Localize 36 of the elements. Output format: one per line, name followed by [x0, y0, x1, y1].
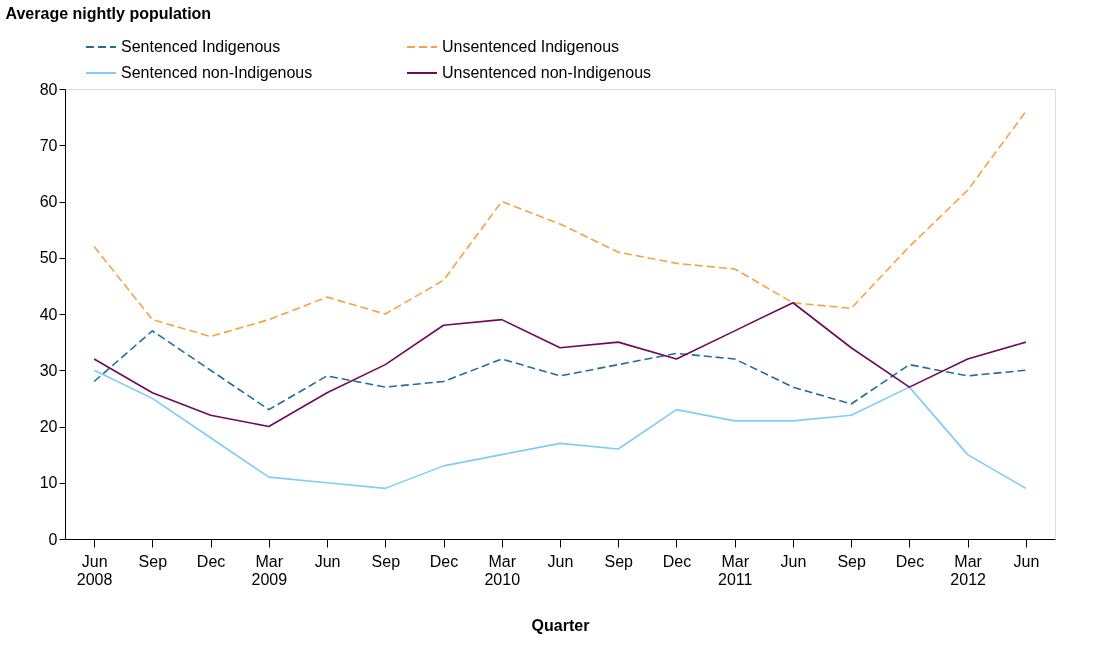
x-tick-label: Jun: [780, 552, 807, 570]
line-series: [93, 110, 1027, 338]
y-tick-label: 40: [39, 305, 58, 323]
x-tick-label: Jun 2008: [76, 552, 113, 588]
y-tick-label: 30: [39, 361, 58, 379]
x-tick-label: Mar 2009: [251, 552, 288, 588]
x-tick-label: Jun: [314, 552, 341, 570]
y-tick-label: 20: [39, 418, 58, 435]
line-series: [93, 330, 1027, 411]
x-tick-label: Sep: [604, 552, 634, 570]
x-axis-title: Quarter: [531, 616, 590, 634]
y-tick-label: 80: [39, 80, 58, 98]
legend-label: Unsentenced non-Indigenous: [442, 64, 652, 81]
y-tick-label: 60: [39, 193, 58, 210]
legend-label: Sentenced non-Indigenous: [121, 64, 313, 81]
x-tick-label: Mar 2010: [484, 552, 521, 588]
x-tick-label: Sep: [138, 552, 168, 570]
x-tick-label: Dec: [429, 552, 459, 570]
x-tick-label: Jun: [547, 552, 574, 570]
legend-label: Unsentenced Indigenous: [442, 38, 620, 55]
line-series: [93, 369, 1027, 490]
y-axis-title: Average nightly population: [5, 4, 212, 22]
x-tick-label: Mar 2012: [950, 552, 987, 588]
y-tick-label: 70: [39, 136, 58, 154]
x-tick-label: Jun: [1013, 552, 1040, 570]
x-tick-label: Dec: [895, 552, 925, 570]
y-tick-label: 50: [39, 249, 58, 267]
line-series: [93, 301, 1027, 428]
x-tick-label: Mar 2011: [718, 552, 753, 588]
x-tick-label: Sep: [837, 552, 867, 570]
legend-label: Sentenced Indigenous: [121, 38, 281, 55]
x-tick-label: Dec: [196, 552, 226, 570]
y-tick-label: 10: [39, 474, 58, 492]
y-tick-label: 0: [48, 530, 58, 548]
x-tick-label: Sep: [371, 552, 401, 570]
x-tick-label: Dec: [662, 552, 692, 570]
